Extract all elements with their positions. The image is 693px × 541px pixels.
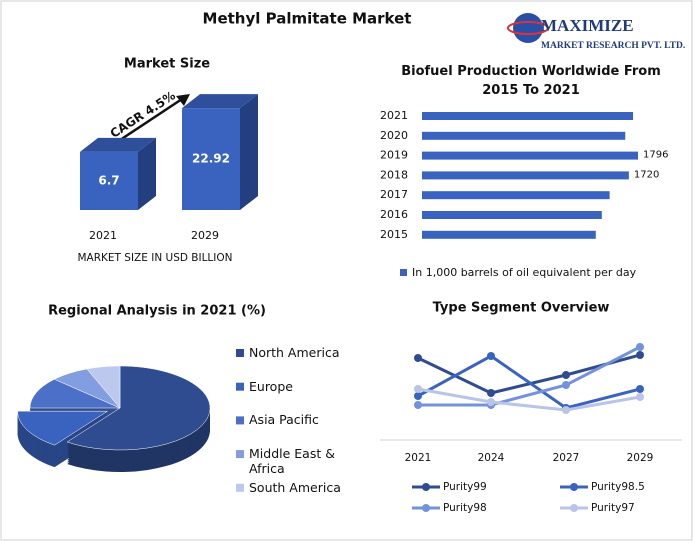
legend-swatch (236, 450, 244, 459)
x-tick-label: 2021 (405, 452, 432, 464)
x-tick-label: 2029 (627, 452, 654, 464)
y-tick-label: 2021 (380, 109, 408, 122)
y-tick-label: 2018 (380, 168, 408, 181)
point (636, 343, 644, 351)
line (417, 387, 641, 412)
point (636, 393, 644, 401)
point (487, 352, 495, 360)
legend-label: South America (249, 479, 341, 495)
logo-globe (513, 13, 543, 43)
x-tick-label: 2029 (191, 229, 219, 242)
legend-swatch (400, 269, 407, 276)
bar (182, 108, 240, 210)
line (417, 353, 641, 395)
value-label: 6.7 (98, 173, 119, 187)
cagr-arrowhead (176, 94, 190, 106)
legend-label: Asia Pacific (249, 412, 319, 428)
bar (422, 211, 602, 219)
chart-title: Biofuel Production Worldwide From 2015 T… (401, 64, 661, 98)
bar (80, 151, 138, 210)
bar (422, 171, 629, 180)
page-title: Methyl Palmitate Market (203, 10, 412, 28)
point (414, 385, 422, 393)
logo: MAXIMIZE MARKET RESEARCH PVT. LTD. (507, 13, 685, 51)
legend-label: Purity98 (443, 502, 487, 514)
chart-title: Regional Analysis in 2021 (%) (48, 304, 266, 319)
line (417, 354, 641, 410)
line (418, 345, 641, 407)
pie-slice (29, 378, 121, 409)
legend-marker (422, 504, 430, 512)
point (414, 401, 422, 409)
bar (422, 112, 634, 120)
x-tick-label: 2024 (478, 452, 505, 464)
x-tick-label: 2027 (553, 452, 580, 464)
value-label: 1720 (634, 169, 659, 180)
bar (422, 131, 626, 140)
y-tick-label: 2017 (380, 188, 408, 201)
pie-slice (17, 410, 109, 446)
legend-label: In 1,000 barrels of oil equivalent per d… (412, 266, 637, 279)
x-axis-label: MARKET SIZE IN USD BILLION (77, 252, 232, 264)
point (414, 392, 422, 400)
bar-side (240, 94, 258, 210)
y-tick-label: 2015 (380, 228, 408, 241)
y-tick-label: 2020 (380, 129, 408, 142)
annotation: CAGR 4.5% (108, 88, 178, 140)
legend-swatch (236, 349, 244, 357)
bar (422, 151, 638, 160)
point (562, 371, 570, 379)
legend-swatch (236, 382, 244, 391)
logo-tagline: MARKET RESEARCH PVT. LTD. (541, 41, 685, 51)
point (414, 354, 422, 362)
pie-slice (66, 365, 211, 451)
point (487, 398, 495, 406)
x-tick-label: 2021 (89, 229, 117, 242)
point (562, 406, 570, 414)
legend-label: Europe (249, 378, 293, 394)
value-label: 1796 (643, 150, 668, 161)
pie-slice (86, 365, 121, 409)
legend-marker (570, 504, 578, 512)
legend-marker (570, 483, 578, 491)
bar-top (182, 94, 258, 109)
bar (422, 191, 610, 200)
bar-side (138, 137, 156, 210)
legend-label: Purity98.5 (591, 481, 645, 493)
chart-title: Market Size (124, 57, 210, 72)
bar-top (80, 137, 156, 152)
legend-swatch (236, 416, 244, 425)
logo-orbit (507, 21, 549, 35)
y-tick-label: 2016 (380, 208, 408, 221)
legend-marker (422, 483, 430, 491)
y-tick-label: 2019 (380, 149, 408, 162)
point (636, 351, 644, 359)
bar (422, 230, 596, 239)
legend-swatch (236, 483, 244, 492)
point (636, 385, 644, 393)
chart-title: Type Segment Overview (433, 301, 610, 316)
point (562, 381, 570, 389)
logo-name: MAXIMIZE (541, 16, 634, 35)
legend-label: Purity97 (591, 502, 635, 514)
legend-label: North America (249, 345, 340, 360)
value-label: 22.92 (192, 152, 230, 166)
point (487, 389, 495, 397)
legend-label: Middle East & Africa (249, 446, 335, 477)
legend-label: Purity99 (443, 481, 487, 493)
